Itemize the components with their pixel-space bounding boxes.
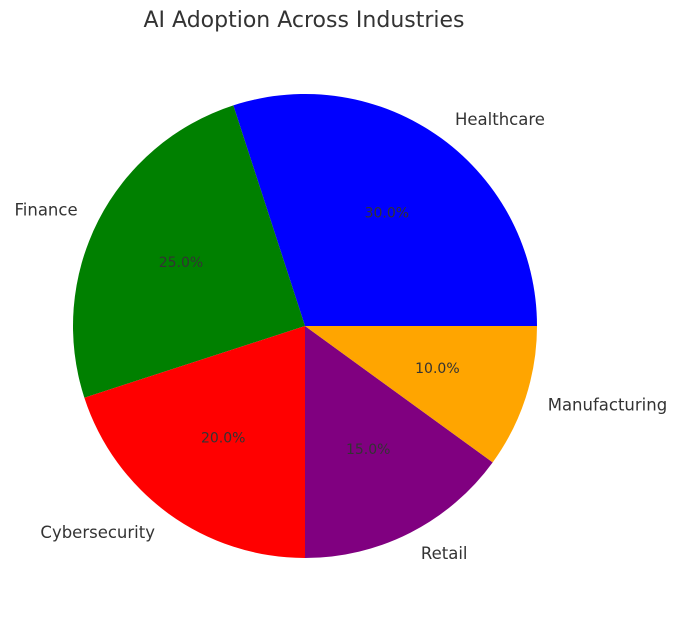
pie-slice-manufacturing xyxy=(305,326,537,463)
chart-title: AI Adoption Across Industries xyxy=(144,8,465,33)
slice-label-retail: Retail xyxy=(421,544,468,563)
slice-label-healthcare: Healthcare xyxy=(455,110,545,129)
slice-label-cybersecurity: Cybersecurity xyxy=(40,523,155,542)
pct-label-healthcare: 30.0% xyxy=(365,205,409,221)
pie-labels: Healthcare 30.0% Finance 25.0% Cybersecurity… xyxy=(14,110,667,563)
pie-slice-retail xyxy=(305,326,493,558)
pie-slices xyxy=(72,93,537,558)
pie-slice-finance xyxy=(72,105,305,398)
pct-label-finance: 25.0% xyxy=(159,255,203,271)
pie-slice-cybersecurity xyxy=(84,326,305,558)
pie-slice-healthcare xyxy=(233,93,537,326)
slice-label-finance: Finance xyxy=(14,201,77,220)
slice-label-manufacturing: Manufacturing xyxy=(548,395,667,414)
pct-label-cybersecurity: 20.0% xyxy=(201,431,245,447)
pct-label-manufacturing: 10.0% xyxy=(415,361,459,377)
pct-label-retail: 15.0% xyxy=(346,442,390,458)
